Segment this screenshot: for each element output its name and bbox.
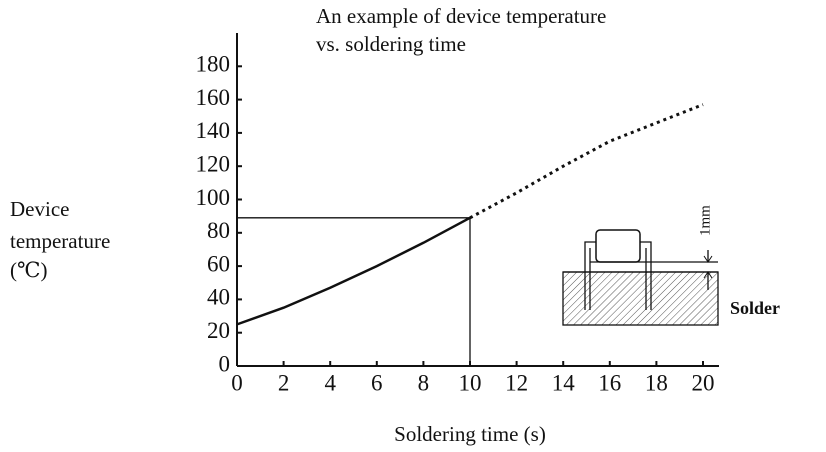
x-axis-label: Soldering time (s) <box>394 422 546 446</box>
y-tick-label: 120 <box>196 151 231 176</box>
x-tick-label: 14 <box>552 370 576 395</box>
x-tick-label: 2 <box>278 370 290 395</box>
x-tick-label: 6 <box>371 370 383 395</box>
y-tick-label: 40 <box>207 285 230 310</box>
x-tick-label: 16 <box>598 370 621 395</box>
annotation: Solder <box>730 298 780 318</box>
y-tick-label: 80 <box>207 218 230 243</box>
chart: An example of device temperature vs. sol… <box>0 0 826 452</box>
chart-title: An example of device temperature <box>316 4 606 28</box>
inset-diagram: Solder 1mm <box>563 205 780 325</box>
x-tick-label: 20 <box>692 370 715 395</box>
x-tick-label: 0 <box>231 370 243 395</box>
y-axis-label: (℃) <box>10 258 47 282</box>
y-tick-label: 60 <box>207 251 230 276</box>
y-tick-label: 20 <box>207 318 230 343</box>
y-tick-label: 100 <box>196 185 231 210</box>
x-tick-label: 12 <box>505 370 528 395</box>
y-tick-label: 0 <box>219 351 231 376</box>
y-tick-label: 180 <box>196 52 231 77</box>
annotation: 1mm <box>697 205 713 236</box>
line-series <box>237 218 470 325</box>
x-tick-label: 4 <box>324 370 336 395</box>
x-tick-label: 8 <box>418 370 430 395</box>
x-tick-label: 10 <box>459 370 482 395</box>
line-series <box>470 105 703 218</box>
y-tick-label: 160 <box>196 85 231 110</box>
y-axis-label: Device <box>10 197 69 221</box>
y-axis-label: temperature <box>10 229 110 253</box>
x-tick-label: 18 <box>645 370 668 395</box>
chart-title: vs. soldering time <box>316 32 466 56</box>
y-tick-label: 140 <box>196 118 231 143</box>
